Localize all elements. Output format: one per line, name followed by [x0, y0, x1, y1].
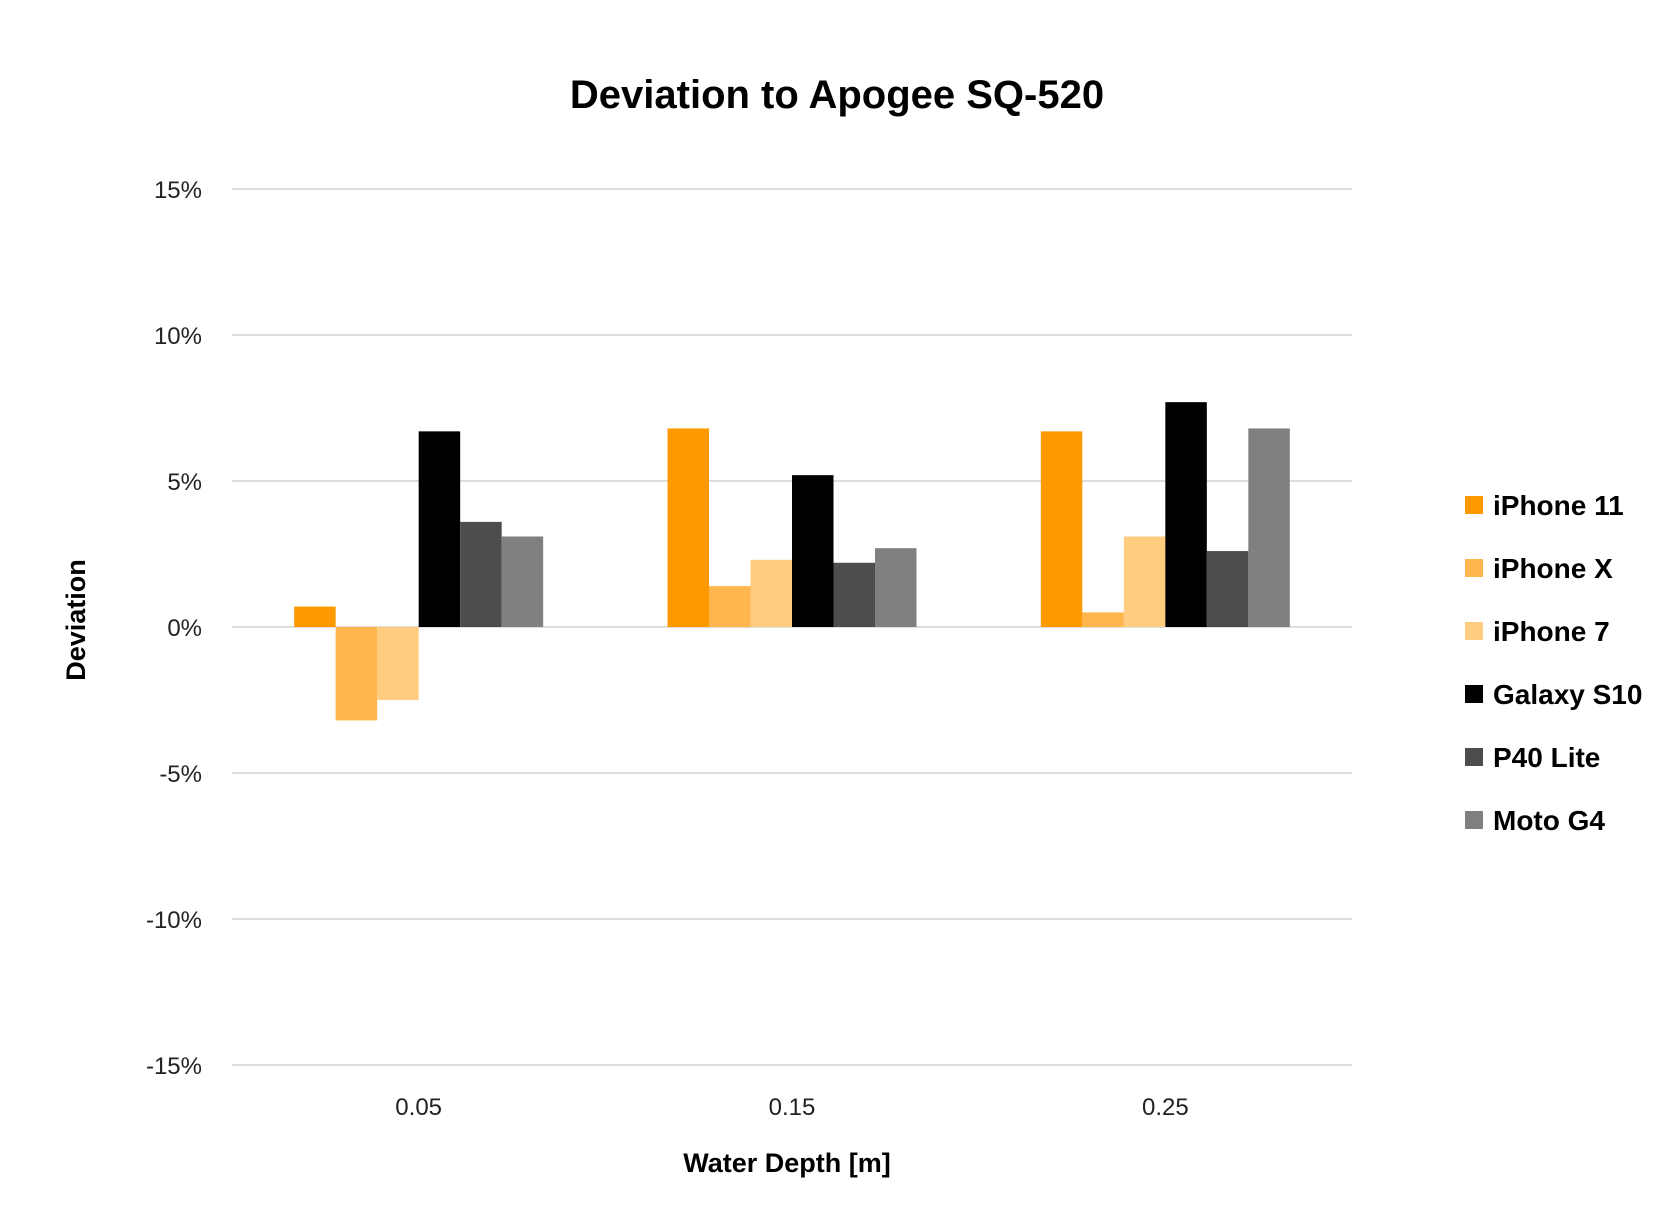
bar-galaxy-s10	[418, 431, 461, 627]
y-tick-label: -5%	[159, 761, 202, 788]
bar-iphone-x	[709, 586, 751, 627]
bar-moto-g4	[875, 548, 917, 627]
chart-title: Deviation to Apogee SQ-520	[570, 73, 1104, 117]
x-tick-label: 0.25	[1142, 1094, 1189, 1121]
bar-iphone-7	[750, 559, 792, 627]
bar-iphone-11	[294, 606, 336, 627]
bar-p40-lite	[833, 562, 875, 627]
legend-label: iPhone 7	[1493, 616, 1610, 647]
legend-label: iPhone X	[1493, 553, 1613, 584]
y-tick-label: -15%	[146, 1053, 202, 1080]
bars	[294, 402, 1290, 721]
legend-swatch	[1465, 811, 1483, 829]
bar-iphone-x	[335, 627, 378, 721]
legend-swatch	[1465, 559, 1483, 577]
legend-swatch	[1465, 748, 1483, 766]
legend-swatch	[1465, 685, 1483, 703]
y-tick-label: 15%	[154, 177, 202, 204]
bar-p40-lite	[460, 521, 502, 627]
bar-iphone-11	[1040, 431, 1083, 627]
y-tick-label: 0%	[167, 615, 202, 642]
x-axis-ticks: 0.05 0.15 0.25	[395, 1094, 1188, 1121]
bar-moto-g4	[501, 536, 544, 627]
bar-iphone-11	[667, 428, 709, 627]
y-axis-title: Deviation	[61, 559, 91, 681]
legend-swatch	[1465, 622, 1483, 640]
bar-galaxy-s10	[1165, 402, 1207, 627]
legend-label: Galaxy S10	[1493, 679, 1642, 710]
bar-moto-g4	[1248, 428, 1290, 627]
legend-swatch	[1465, 496, 1483, 514]
x-tick-label: 0.05	[395, 1094, 442, 1121]
legend: iPhone 11 iPhone X iPhone 7 Galaxy S10 P40 L…	[1465, 490, 1642, 836]
bar-galaxy-s10	[792, 475, 834, 627]
y-tick-label: 5%	[167, 469, 202, 496]
bar-iphone-7	[377, 627, 419, 700]
x-axis-title: Water Depth [m]	[683, 1148, 891, 1178]
legend-label: Moto G4	[1493, 805, 1605, 836]
x-tick-label: 0.15	[769, 1094, 816, 1121]
legend-label: iPhone 11	[1493, 490, 1624, 521]
y-axis-ticks: 15% 10% 5% 0% -5% -10% -15%	[146, 177, 202, 1080]
bar-iphone-7	[1123, 536, 1166, 627]
y-tick-label: -10%	[146, 907, 202, 934]
y-tick-label: 10%	[154, 323, 202, 350]
bar-p40-lite	[1206, 551, 1249, 627]
legend-label: P40 Lite	[1493, 742, 1600, 773]
bar-iphone-x	[1082, 612, 1124, 627]
